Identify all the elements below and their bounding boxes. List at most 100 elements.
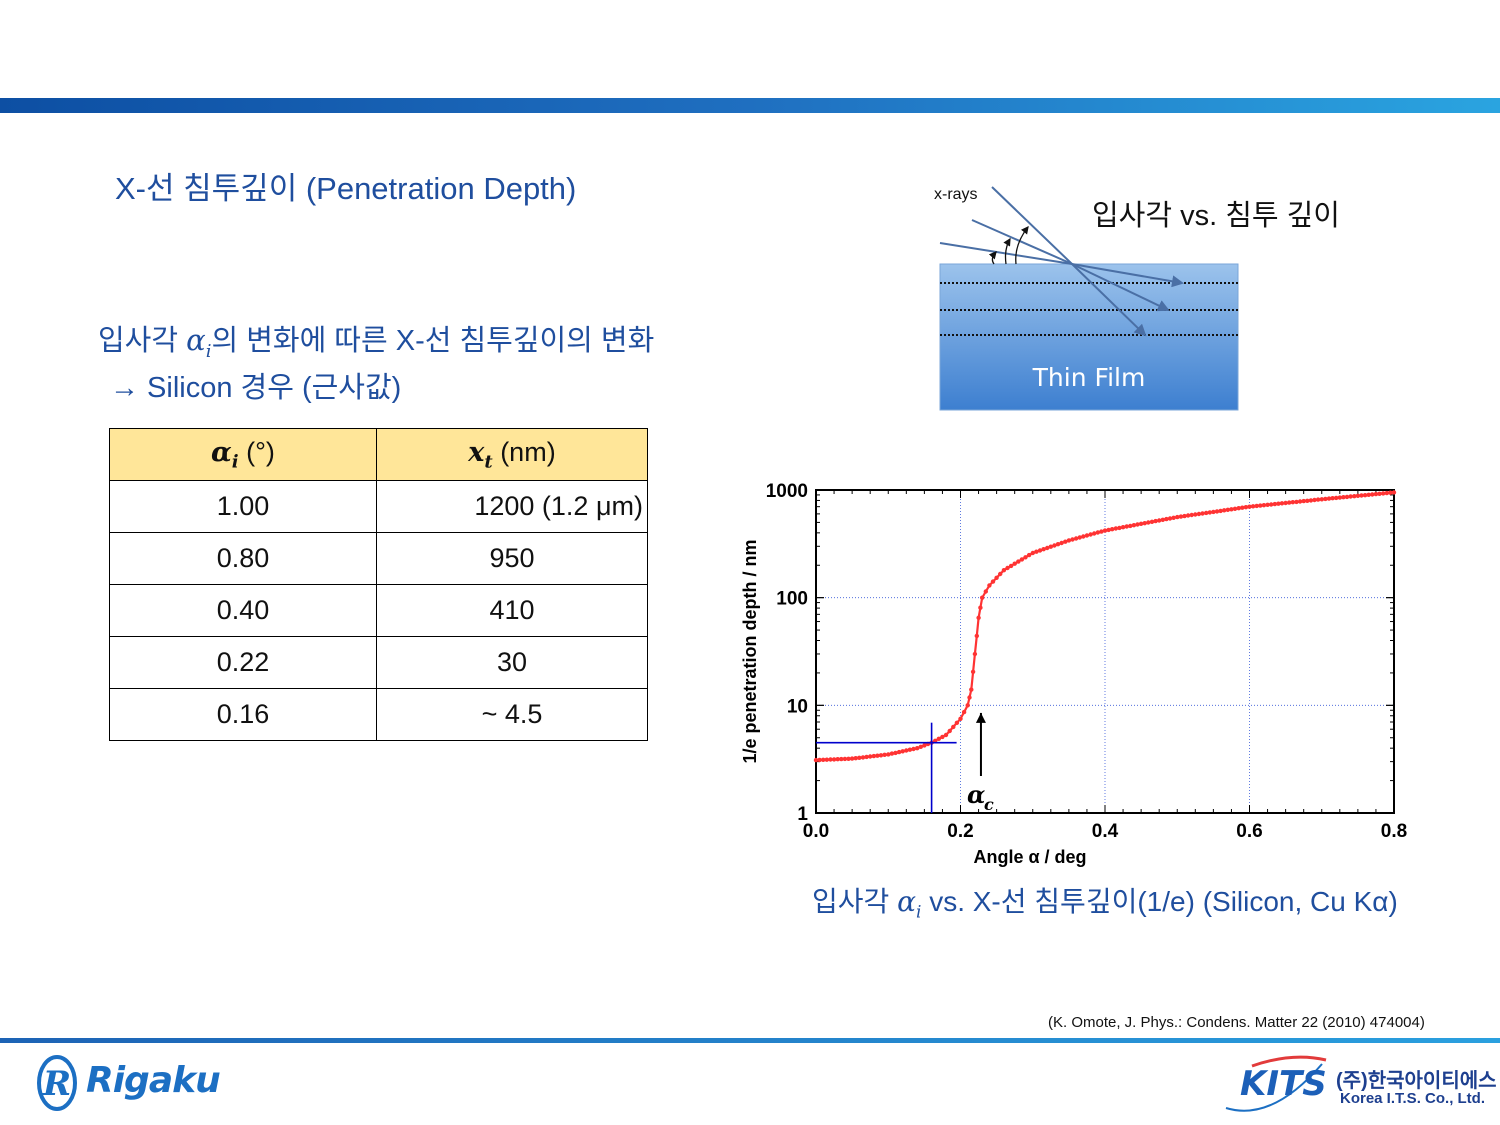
data-point — [1131, 523, 1137, 528]
data-point — [1073, 536, 1079, 541]
data-point — [983, 589, 988, 594]
kits-swoosh-icon — [1225, 1055, 1327, 1112]
data-point — [1381, 491, 1386, 496]
data-point — [1344, 494, 1350, 500]
depth-cell: 950 — [375, 532, 649, 585]
data-point — [1110, 527, 1115, 532]
penetration-depth-table: αi (°) xt (nm) 1.00 1200 (1.2 μm) 0.80 9… — [109, 428, 649, 741]
data-point — [1254, 503, 1259, 509]
data-point — [864, 754, 869, 760]
data-point — [878, 753, 884, 758]
data-point — [954, 720, 960, 725]
penetration-depth-chart: 0.0 0.2 0.4 0.6 0.8 1 10 100 1000 Angle α / deg 1/… — [740, 481, 1407, 867]
data-point — [853, 756, 858, 761]
data-point — [1319, 497, 1324, 502]
data-point — [1001, 568, 1007, 573]
data-point — [1240, 505, 1245, 510]
data-point — [1222, 508, 1227, 513]
data-point — [922, 743, 927, 748]
data-point — [1026, 552, 1032, 558]
angle-arc-outer — [1015, 225, 1029, 265]
data-point — [857, 755, 862, 760]
header-depth: xt (nm) — [375, 428, 649, 481]
angle-cell: 1.00 — [109, 480, 377, 533]
data-point — [1117, 525, 1122, 531]
kits-korean-name: (주)한국아이티에스 — [1336, 1070, 1497, 1092]
refracted-ray-shallow — [1071, 263, 1184, 288]
description-line-2: → Silicon 경우 (근사값) — [110, 371, 402, 404]
data-point — [1341, 495, 1346, 500]
data-point — [1153, 518, 1158, 524]
data-point — [1063, 539, 1068, 544]
data-point — [821, 757, 826, 762]
y-axis-label: 1/e penetration depth / nm — [740, 539, 760, 763]
x-tick-label: 0.6 — [1236, 821, 1262, 842]
depth-cell: 410 — [375, 584, 649, 637]
data-point — [882, 752, 887, 757]
page-title: X-선 침투깊이 (Penetration Depth) — [115, 171, 577, 206]
data-point — [940, 734, 945, 740]
data-point — [904, 748, 909, 753]
data-point — [1196, 511, 1202, 517]
data-point — [1081, 534, 1086, 539]
refracted-ray-middle — [1071, 263, 1170, 312]
data-point — [875, 753, 880, 758]
depth-cell: ~ 4.5 — [375, 688, 649, 741]
data-point — [846, 756, 851, 761]
kits-wordmark: KITS — [1240, 1064, 1327, 1104]
data-point — [1171, 515, 1176, 520]
table-row: 0.80 950 — [109, 532, 649, 585]
x-tick-label: 0.4 — [1092, 821, 1119, 842]
header-angle: αi (°) — [109, 428, 377, 481]
data-point — [1283, 500, 1288, 506]
data-point — [1034, 549, 1039, 554]
data-point — [1214, 509, 1220, 514]
data-point — [1337, 495, 1342, 500]
depth-cell: 1200 (1.2 μm) — [375, 480, 649, 533]
data-point — [839, 756, 844, 762]
refracted-ray-deep — [1071, 263, 1147, 337]
table-description: 입사각 αi의 변화에 따른 X-선 침투깊이의 변화 → Silicon 경우… — [98, 322, 654, 406]
data-point — [1160, 517, 1165, 522]
data-point — [1247, 504, 1252, 509]
data-point — [813, 757, 819, 763]
data-point — [1106, 527, 1111, 533]
data-point — [1265, 502, 1270, 507]
data-point — [896, 749, 902, 755]
header-depth-symbol: x — [468, 436, 485, 468]
description-line-1: 입사각 αi의 변화에 따른 X-선 침투깊이의 변화 — [98, 322, 654, 370]
data-point — [1088, 532, 1093, 537]
data-point — [990, 579, 996, 584]
angle-arc-inner — [988, 251, 997, 265]
data-point — [1388, 490, 1393, 495]
x-tick-label: 0.2 — [947, 821, 973, 842]
data-point — [1315, 497, 1321, 502]
caption-alpha: α — [897, 885, 916, 918]
data-point — [1059, 540, 1064, 546]
data-point — [1084, 533, 1090, 538]
data-point — [907, 747, 913, 752]
data-point — [889, 751, 895, 756]
data-point — [1102, 528, 1108, 533]
data-point — [1290, 500, 1295, 505]
header-angle-symbol: α — [211, 436, 232, 468]
data-point — [1146, 520, 1151, 525]
diagram-title: 입사각 vs. 침투 깊이 — [1092, 200, 1340, 232]
data-point — [1330, 496, 1335, 501]
data-point — [1366, 492, 1371, 497]
data-point — [1236, 506, 1241, 511]
data-point — [1297, 499, 1303, 504]
kits-english-name: Korea I.T.S. Co., Ltd. — [1340, 1090, 1486, 1107]
data-point — [1207, 510, 1212, 515]
angle-cell: 0.80 — [109, 532, 377, 585]
data-point — [1229, 507, 1234, 512]
data-point — [1045, 545, 1050, 551]
angle-arc-middle — [1003, 237, 1011, 265]
data-point — [1019, 557, 1025, 562]
data-point — [1232, 506, 1238, 511]
data-point — [1164, 516, 1169, 522]
data-point — [1095, 530, 1100, 535]
data-point — [1066, 538, 1072, 543]
data-point — [1362, 493, 1368, 498]
rigaku-emblem-icon: R — [37, 1055, 77, 1111]
